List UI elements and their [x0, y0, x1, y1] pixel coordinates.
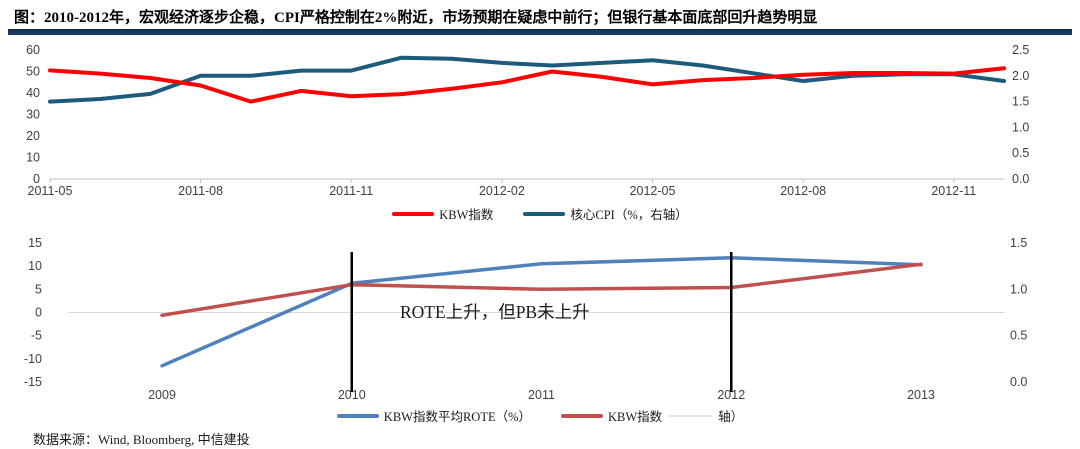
legend-label: 核心CPI（%，右轴）	[570, 208, 688, 222]
left-axis-tick-label: 50	[26, 65, 40, 79]
redacted-text-gap	[669, 414, 712, 417]
left-axis-tick-label: 40	[26, 86, 40, 100]
x-axis-tick-label: 2009	[148, 388, 176, 402]
x-axis-tick-label: 2012-05	[630, 184, 676, 198]
left-axis-tick-label: 60	[26, 43, 40, 57]
cpi-line-swatch-icon	[523, 211, 566, 216]
data-source-note: 数据来源：Wind, Bloomberg, 中信建投	[33, 432, 250, 447]
chart-annotation: ROTE上升，但PB未上升	[400, 302, 590, 322]
right-axis-tick-label: 0.5	[1010, 329, 1027, 343]
top-chart-legend: KBW指数 核心CPI（%，右轴）	[0, 204, 1080, 223]
x-axis-tick-label: 2013	[907, 388, 935, 402]
x-axis-tick-label: 2012-02	[479, 184, 525, 198]
x-axis-tick-label: 2011	[528, 388, 555, 402]
right-axis-tick-label: 0.5	[1012, 146, 1029, 160]
series-line-1	[48, 66, 1006, 104]
left-axis-tick-label: 5	[35, 282, 42, 296]
title-separator-bar	[8, 29, 1072, 35]
x-axis-tick-label: 2011-11	[329, 184, 373, 198]
left-axis-tick-label: 10	[26, 151, 40, 165]
x-axis-tick-label: 2011-08	[178, 184, 223, 198]
series-line-0	[48, 55, 1006, 104]
series-line-0	[160, 256, 923, 368]
series-line-1	[160, 262, 923, 318]
legend-label: KBW指数	[439, 208, 494, 222]
left-axis-tick-label: -5	[31, 329, 42, 343]
left-axis-tick-label: -15	[24, 375, 42, 389]
legend-item-kbw-index: KBW指数	[392, 204, 493, 223]
figure-title: 图：2010-2012年，宏观经济逐步企稳，CPI严格控制在2%附近，市场预期在…	[14, 10, 818, 26]
left-axis-tick-label: 10	[28, 259, 42, 273]
rote-vs-pb-chart: -15 -10 -5 0 5 10 15 0.0 0.5 1.0 1.5 2009 2010 2011 20…	[24, 236, 1028, 402]
right-axis-tick-label: 1.0	[1012, 120, 1029, 134]
x-axis-tick-label: 2011-05	[28, 184, 73, 198]
x-axis-tick-label: 2012	[717, 388, 745, 402]
legend-label-prefix: KBW指数	[608, 410, 663, 424]
bottom-chart-legend: KBW指数平均ROTE（%） KBW指数 轴）	[0, 406, 1080, 425]
left-axis-tick-label: 20	[26, 129, 40, 143]
legend-item-core-cpi: 核心CPI（%，右轴）	[523, 204, 688, 223]
rote-line-swatch-icon	[336, 413, 379, 418]
right-axis-tick-label: 0.0	[1010, 375, 1027, 389]
legend-item-kbw-rote: KBW指数平均ROTE（%）	[336, 406, 532, 425]
legend-label: KBW指数平均ROTE（%）	[383, 410, 532, 424]
left-axis-tick-label: 30	[26, 108, 40, 122]
pb-line-swatch-icon	[561, 413, 604, 418]
right-axis-tick-label: 2.0	[1012, 69, 1029, 83]
left-axis-tick-label: 15	[28, 236, 42, 250]
left-axis-tick-label: 0	[33, 172, 40, 186]
x-axis-tick-label: 2012-11	[931, 184, 976, 198]
right-axis-tick-label: 0.0	[1012, 172, 1029, 186]
kbw-line-swatch-icon	[392, 211, 435, 216]
right-axis-tick-label: 1.0	[1010, 282, 1027, 296]
right-axis-tick-label: 1.5	[1012, 95, 1029, 109]
x-axis-tick-label: 2012-08	[780, 184, 826, 198]
legend-label-suffix: 轴）	[718, 410, 744, 424]
left-axis-tick-label: -10	[24, 352, 42, 366]
right-axis-tick-label: 1.5	[1010, 236, 1027, 250]
legend-item-kbw-pb: KBW指数 轴）	[561, 406, 743, 425]
x-axis-tick-label: 2010	[338, 388, 366, 402]
kbw-vs-core-cpi-chart: 0 10 20 30 40 50 60 0.0 0.5 1.0 1.5 2.0 2.5 2011-05 20…	[26, 43, 1029, 198]
right-axis-tick-label: 2.5	[1012, 43, 1029, 57]
left-axis-tick-label: 0	[35, 306, 42, 320]
